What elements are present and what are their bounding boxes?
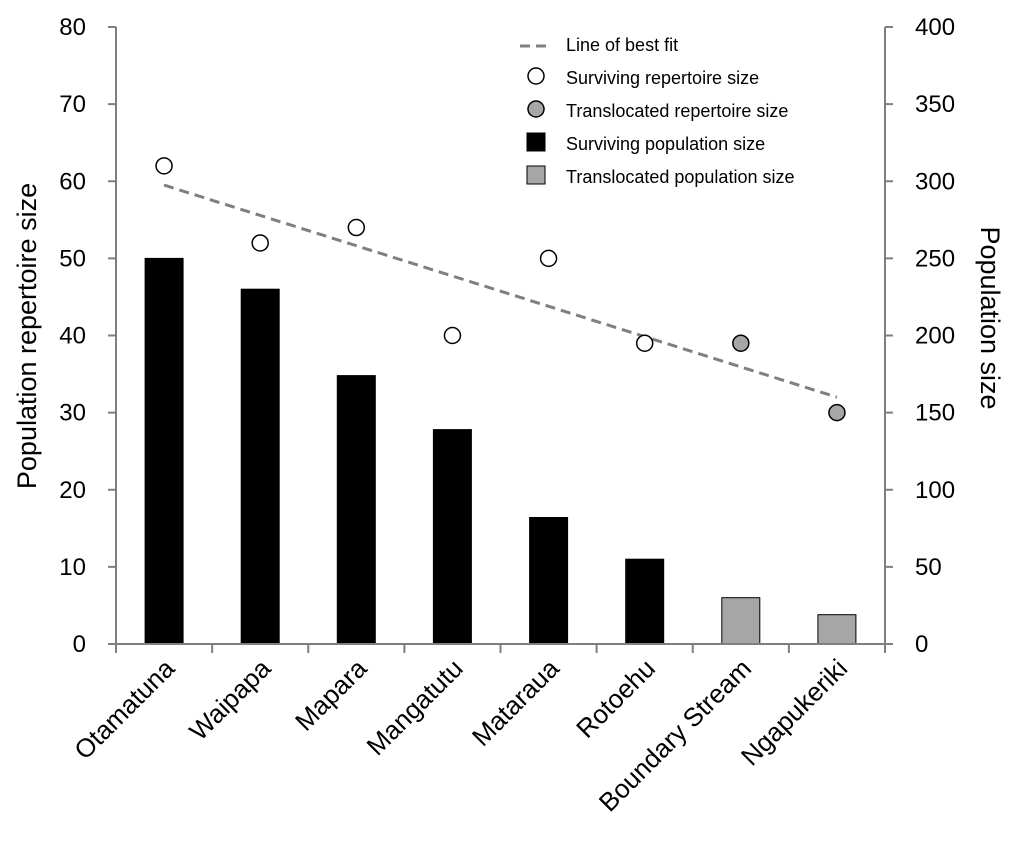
right-tick-label: 200 <box>915 323 955 350</box>
right-tick-label: 150 <box>915 400 955 427</box>
right-tick-label: 250 <box>915 245 955 272</box>
right-axis-ticks: 0 50 100 150 200 250 300 350 400 <box>885 14 955 658</box>
bar-waipapa <box>240 288 280 645</box>
legend-label: Translocated repertoire size <box>566 101 788 121</box>
bar-mapara <box>336 375 376 645</box>
right-tick-label: 350 <box>915 91 955 118</box>
left-tick-label: 40 <box>59 323 86 350</box>
legend-label: Line of best fit <box>566 35 678 55</box>
right-tick-label: 0 <box>915 631 928 658</box>
category-label: Mapara <box>289 653 373 737</box>
right-axis-title: Population size <box>975 226 1005 409</box>
bar-boundary-stream <box>721 597 761 645</box>
category-label: Otamatuna <box>68 653 181 766</box>
left-tick-label: 10 <box>59 554 86 581</box>
bar-ngapukeriki <box>817 614 857 645</box>
legend-label: Surviving population size <box>566 134 765 154</box>
category-label: Waipapa <box>183 653 276 746</box>
point-waipapa <box>251 234 269 252</box>
line-of-best-fit <box>163 183 838 399</box>
point-ngapukeriki <box>828 403 846 422</box>
points-group <box>155 157 846 422</box>
right-tick-label: 300 <box>915 168 955 195</box>
category-label: Rotoehu <box>570 653 661 744</box>
point-otamatuna <box>155 157 173 175</box>
left-tick-label: 0 <box>73 631 86 658</box>
legend-point-swatch <box>527 100 545 118</box>
point-rotoehu <box>635 334 654 352</box>
bar-otamatuna <box>144 257 184 645</box>
fit-line-group <box>163 183 838 399</box>
left-axis-title: Population repertoire size <box>12 183 42 489</box>
bar-rotoehu <box>625 558 665 645</box>
legend: Line of best fit Surviving repertoire siz… <box>520 35 794 187</box>
legend-label: Surviving repertoire size <box>566 68 759 88</box>
left-tick-label: 30 <box>59 400 86 427</box>
left-tick-label: 80 <box>59 14 86 41</box>
point-mataraua <box>539 249 558 268</box>
category-label: Mangatutu <box>361 653 469 761</box>
bar-mangatutu <box>432 429 472 645</box>
legend-point-swatch <box>527 67 545 85</box>
point-mangatutu <box>443 326 462 345</box>
point-mapara <box>347 218 366 237</box>
right-tick-label: 400 <box>915 14 955 41</box>
right-tick-label: 50 <box>915 554 942 581</box>
bar-mataraua <box>529 517 569 645</box>
left-axis-ticks: 0 10 20 30 40 50 60 70 80 <box>59 14 116 658</box>
legend-bar-swatch <box>526 165 546 185</box>
right-tick-label: 100 <box>915 477 955 504</box>
legend-label: Translocated population size <box>566 167 794 187</box>
left-tick-label: 50 <box>59 245 86 272</box>
category-label: Mataraua <box>466 653 565 752</box>
bars-group <box>144 257 857 645</box>
left-tick-label: 20 <box>59 477 86 504</box>
left-tick-label: 70 <box>59 91 86 118</box>
left-tick-label: 60 <box>59 168 86 195</box>
legend-bar-swatch <box>526 132 546 152</box>
point-boundary-stream <box>732 334 750 352</box>
